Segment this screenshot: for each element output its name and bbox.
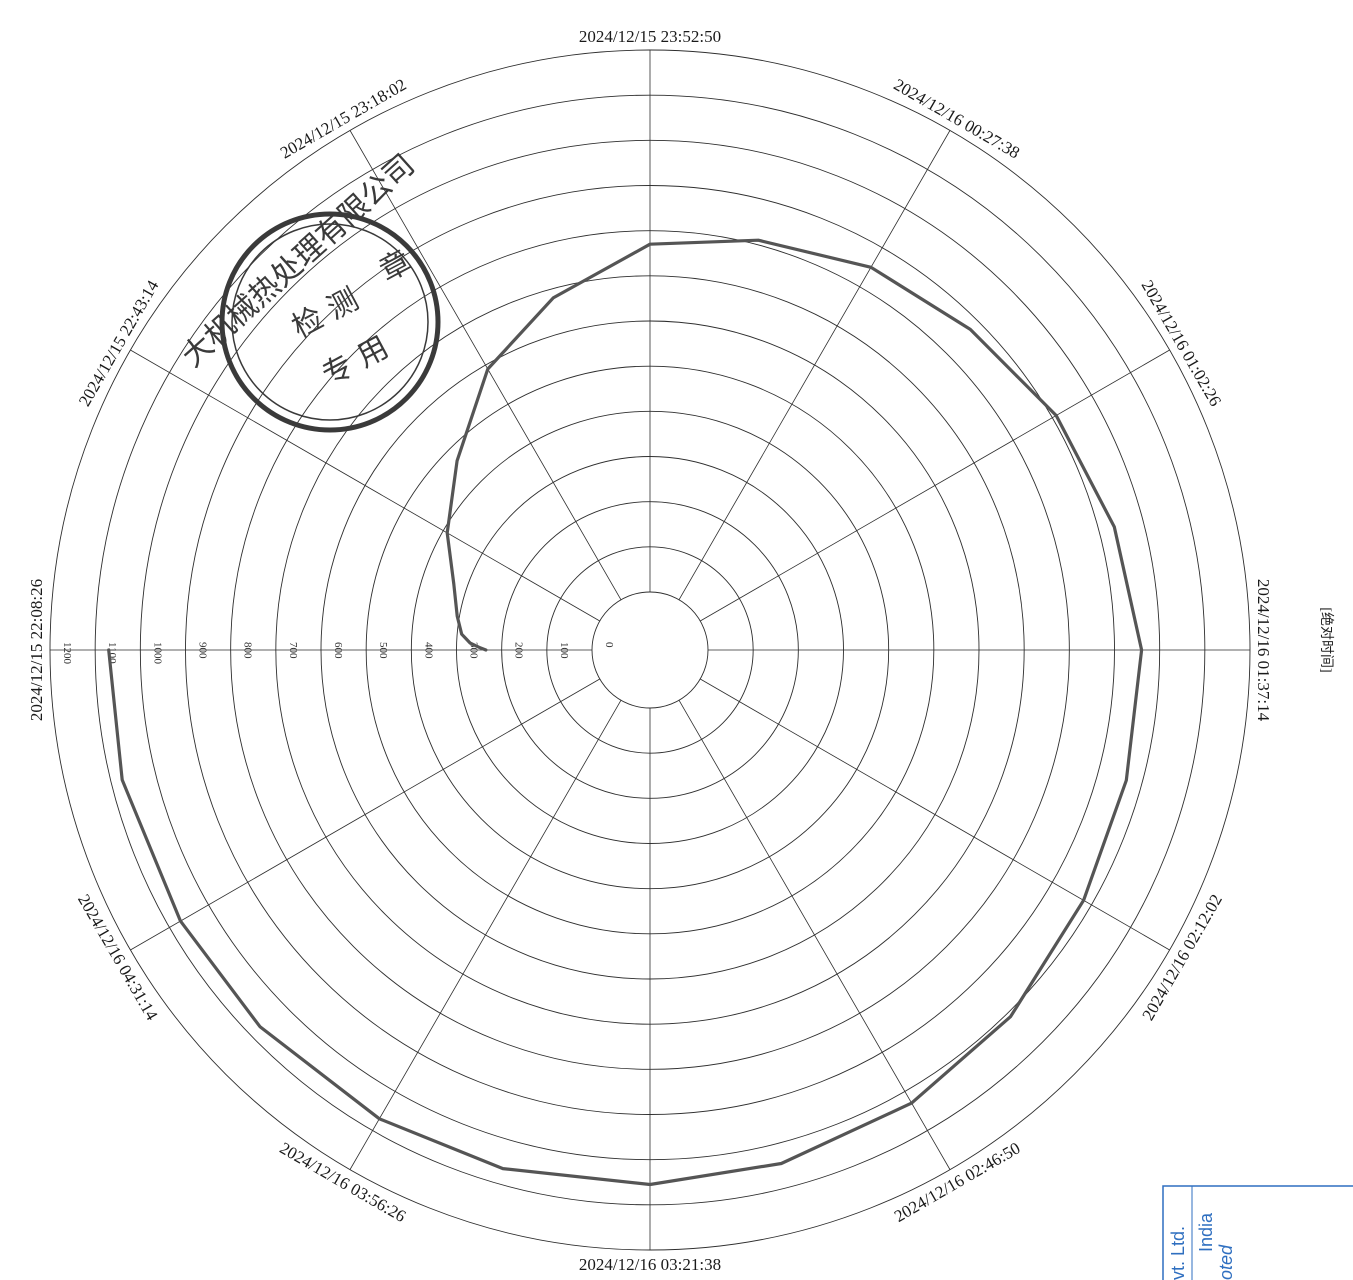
grid-spoke-8 <box>678 700 951 1170</box>
time-axis-side-label: [绝对时间] <box>1318 607 1334 672</box>
seal-line-1: 检 测 <box>287 282 365 346</box>
corner-box-line-3: oted <box>1216 1244 1236 1280</box>
angular-tick-label: 2024/12/15 22:08:26 <box>27 579 46 721</box>
grid-spoke-5 <box>700 349 1170 622</box>
radial-tick-label: 1200 <box>61 642 73 665</box>
angular-tick-label: 2024/12/16 02:46:50 <box>891 1138 1024 1226</box>
angular-tick-label: 2024/12/16 04:31:14 <box>74 891 162 1024</box>
radial-tick-label: 400 <box>422 642 434 659</box>
radial-tick-label: 900 <box>197 642 209 659</box>
radial-tick-label: 200 <box>513 642 525 659</box>
corner-info-box: vt. Ltd. India oted <box>1162 1185 1353 1280</box>
angular-tick-label: 2024/12/16 03:21:38 <box>579 1255 721 1274</box>
grid-spoke-10 <box>349 700 622 1170</box>
corner-box-line-1: vt. Ltd. <box>1168 1226 1188 1280</box>
angular-tick-label: 2024/12/15 23:18:02 <box>277 75 410 163</box>
series-line-0 <box>107 238 1144 1187</box>
angular-tick-label: 2024/12/16 02:12:02 <box>1138 891 1226 1024</box>
company-seal: 检 测 专 用 章 大机械热处理有限公司 <box>175 148 441 433</box>
radial-tick-label: 100 <box>558 642 570 659</box>
angular-tick-label: 2024/12/16 03:56:26 <box>276 1138 409 1226</box>
series-layer <box>107 238 1144 1187</box>
angular-tick-label: 2024/12/16 00:27:38 <box>890 75 1023 163</box>
grid-spoke-2 <box>349 130 622 600</box>
radial-tick-label: 800 <box>242 642 254 659</box>
radial-tick-label: 500 <box>377 642 389 659</box>
angular-tick-label: 2024/12/15 22:43:14 <box>75 277 163 410</box>
grid-spoke-11 <box>130 678 600 951</box>
radial-tick-label: 1000 <box>151 642 163 665</box>
radial-tick-label: 600 <box>332 642 344 659</box>
seal-line-2: 专 用 <box>317 330 395 394</box>
angular-tick-label: 2024/12/15 23:52:50 <box>579 27 721 46</box>
angular-tick-label: 2024/12/16 01:37:14 <box>1254 579 1273 722</box>
radial-tick-label: 700 <box>287 642 299 659</box>
grid-spoke-1 <box>130 349 600 622</box>
grid-spoke-4 <box>678 130 951 600</box>
angular-grid-spokes <box>50 50 1250 1250</box>
corner-box-line-2: India <box>1196 1212 1216 1252</box>
angular-tick-label: 2024/12/16 01:02:26 <box>1138 277 1226 410</box>
grid-ring-0 <box>591 591 709 709</box>
grid-spoke-7 <box>700 678 1170 951</box>
radial-tick-label: 0 <box>603 642 615 648</box>
